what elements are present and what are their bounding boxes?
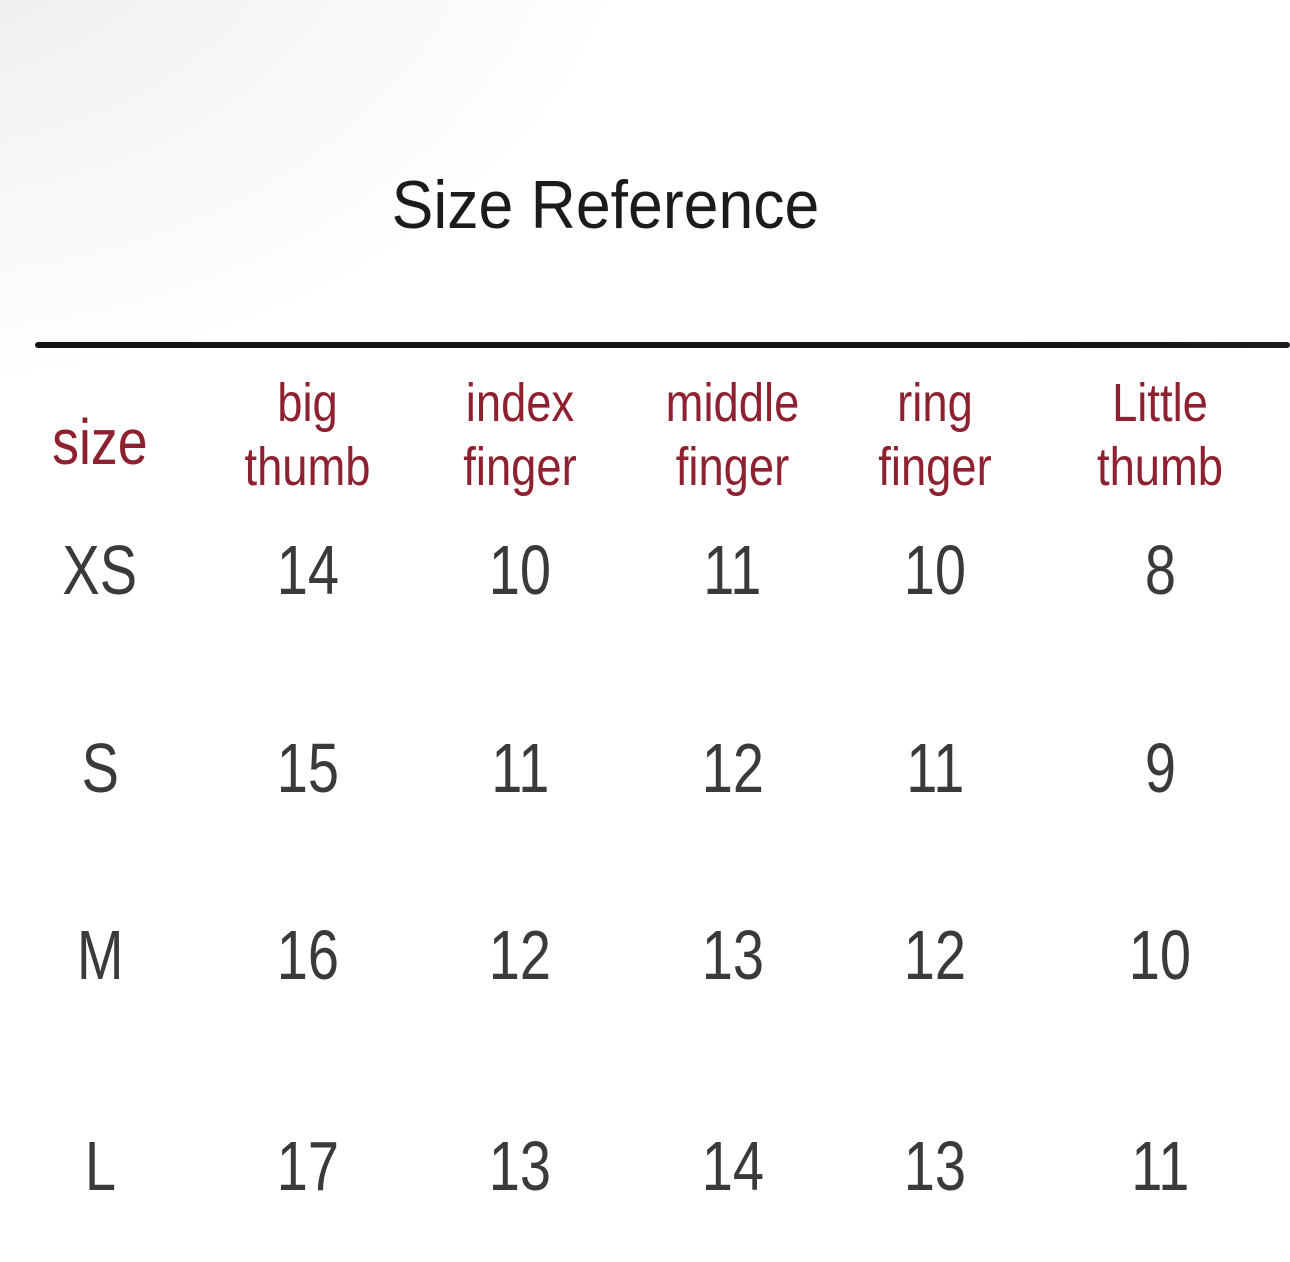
header-cell-size: size bbox=[0, 362, 200, 510]
header-cell-big-thumb: big thumb bbox=[200, 362, 415, 510]
size-label-cell: XS bbox=[0, 528, 200, 612]
value-text: 9 bbox=[1144, 729, 1176, 807]
header-label-size: size bbox=[52, 406, 148, 479]
value-cell-little-thumb: 9 bbox=[1030, 726, 1290, 810]
value-cell-big-thumb: 17 bbox=[200, 1124, 415, 1208]
value-text: 10 bbox=[488, 531, 552, 609]
value-text: 13 bbox=[903, 1127, 967, 1205]
value-text: 12 bbox=[701, 729, 764, 807]
size-label-cell: L bbox=[0, 1124, 200, 1208]
value-text: 8 bbox=[1144, 531, 1176, 609]
header-cell-index-finger: index finger bbox=[415, 362, 625, 510]
value-cell-ring-finger: 13 bbox=[840, 1124, 1030, 1208]
value-text: 14 bbox=[701, 1127, 764, 1205]
value-text: 11 bbox=[1130, 1127, 1190, 1205]
value-cell-little-thumb: 10 bbox=[1030, 913, 1290, 997]
value-text: 12 bbox=[488, 916, 552, 994]
value-cell-big-thumb: 16 bbox=[200, 913, 415, 997]
table-row-m: M 16 12 13 12 10 bbox=[0, 913, 1290, 997]
header-label-little-thumb: Little thumb bbox=[1096, 373, 1224, 497]
header-label-index-finger: index finger bbox=[463, 373, 577, 497]
value-cell-middle-finger: 12 bbox=[625, 726, 840, 810]
value-cell-little-thumb: 11 bbox=[1030, 1124, 1290, 1208]
value-text: 11 bbox=[490, 729, 550, 807]
value-cell-big-thumb: 14 bbox=[200, 528, 415, 612]
page-title-text: Size Reference bbox=[391, 167, 819, 243]
value-cell-middle-finger: 13 bbox=[625, 913, 840, 997]
value-text: 14 bbox=[276, 531, 339, 609]
size-label: XS bbox=[62, 531, 138, 609]
header-label-ring-finger: ring finger bbox=[878, 373, 992, 497]
header-cell-little-thumb: Little thumb bbox=[1030, 362, 1290, 510]
value-text: 11 bbox=[905, 729, 965, 807]
value-cell-ring-finger: 12 bbox=[840, 913, 1030, 997]
value-cell-big-thumb: 15 bbox=[200, 726, 415, 810]
header-label-big-thumb: big thumb bbox=[244, 373, 371, 497]
value-text: 13 bbox=[701, 916, 764, 994]
value-cell-index-finger: 12 bbox=[415, 913, 625, 997]
value-text: 12 bbox=[903, 916, 967, 994]
table-row-xs: XS 14 10 11 10 8 bbox=[0, 528, 1290, 612]
value-text: 15 bbox=[276, 729, 339, 807]
value-cell-middle-finger: 11 bbox=[625, 528, 840, 612]
value-cell-ring-finger: 11 bbox=[840, 726, 1030, 810]
table-row-s: S 15 11 12 11 9 bbox=[0, 726, 1290, 810]
size-label-cell: M bbox=[0, 913, 200, 997]
value-cell-middle-finger: 14 bbox=[625, 1124, 840, 1208]
page-title: Size Reference bbox=[0, 171, 1210, 239]
value-cell-ring-finger: 10 bbox=[840, 528, 1030, 612]
value-text: 11 bbox=[703, 531, 762, 609]
value-text: 10 bbox=[903, 531, 967, 609]
value-cell-index-finger: 10 bbox=[415, 528, 625, 612]
value-text: 16 bbox=[276, 916, 339, 994]
size-label: S bbox=[81, 729, 119, 807]
value-text: 17 bbox=[276, 1127, 339, 1205]
value-text: 13 bbox=[488, 1127, 552, 1205]
size-label: M bbox=[76, 916, 124, 994]
table-top-rule bbox=[35, 342, 1290, 348]
size-label: L bbox=[84, 1127, 116, 1205]
header-cell-middle-finger: middle finger bbox=[625, 362, 840, 510]
value-cell-little-thumb: 8 bbox=[1030, 528, 1290, 612]
value-cell-index-finger: 13 bbox=[415, 1124, 625, 1208]
header-cell-ring-finger: ring finger bbox=[840, 362, 1030, 510]
table-row-l: L 17 13 14 13 11 bbox=[0, 1124, 1290, 1208]
value-text: 10 bbox=[1128, 916, 1192, 994]
table-header-row: size big thumb index finger middle finge… bbox=[0, 362, 1290, 510]
value-cell-index-finger: 11 bbox=[415, 726, 625, 810]
size-label-cell: S bbox=[0, 726, 200, 810]
header-label-middle-finger: middle finger bbox=[665, 373, 800, 497]
